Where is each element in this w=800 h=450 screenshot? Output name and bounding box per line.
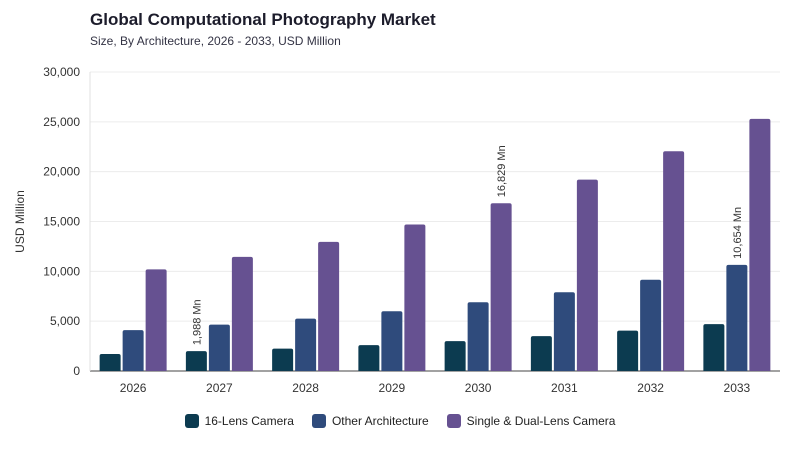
bar [467,302,489,371]
y-axis-label: USD Million [13,190,27,253]
x-tick-label: 2027 [206,381,233,395]
chart-legend: 16-Lens Camera Other Architecture Single… [0,414,800,428]
data-label: 16,829 Mn [496,145,508,197]
legend-item-other-architecture: Other Architecture [311,414,429,428]
x-tick-label: 2031 [551,381,578,395]
x-tick-label: 2033 [724,381,751,395]
legend-item-16-lens-camera: 16-Lens Camera [184,414,294,428]
bar [576,179,598,371]
bar [553,292,575,371]
y-tick-label: 10,000 [43,264,80,278]
bar [381,311,403,371]
bar [404,224,426,371]
y-tick-label: 0 [73,364,80,378]
bar [272,348,294,371]
bar [663,151,685,371]
legend-item-single-dual-lens-camera: Single & Dual-Lens Camera [446,414,616,428]
bar-chart: 0 5,000 10,000 15,000 20,000 25,000 30,000 USD … [13,65,780,395]
x-tick-label: 2028 [292,381,319,395]
x-tick-label: 2026 [120,381,147,395]
bar [703,324,725,371]
y-tick-label: 20,000 [43,165,80,179]
bar [145,269,167,371]
legend-swatch [184,414,199,428]
bar [358,345,380,371]
legend-label: 16-Lens Camera [204,414,294,428]
bar [617,330,639,371]
legend-swatch [446,414,461,428]
bar [640,279,662,371]
bar [231,256,253,371]
data-label: 1,988 Mn [191,299,203,345]
bar [490,203,512,371]
bar [99,354,121,371]
y-tick-label: 30,000 [43,65,80,79]
bar [530,336,552,371]
data-label: 10,654 Mn [732,207,744,259]
bar [318,241,340,371]
y-tick-label: 5,000 [50,314,80,328]
y-tick-label: 15,000 [43,215,80,229]
bar [726,264,748,371]
legend-swatch [311,414,326,428]
legend-label: Single & Dual-Lens Camera [466,414,616,428]
x-tick-label: 2030 [465,381,492,395]
chart-title: Global Computational Photography Market [90,10,436,29]
bar [122,330,144,371]
bar [444,341,466,371]
bar [749,118,771,372]
x-tick-label: 2032 [637,381,664,395]
bar [295,318,317,371]
y-tick-label: 25,000 [43,115,80,129]
x-tick-label: 2029 [379,381,406,395]
legend-label: Other Architecture [331,414,429,428]
bar [185,351,207,371]
chart-subtitle: Size, By Architecture, 2026 - 2033, USD … [90,34,341,48]
bar [208,324,230,371]
